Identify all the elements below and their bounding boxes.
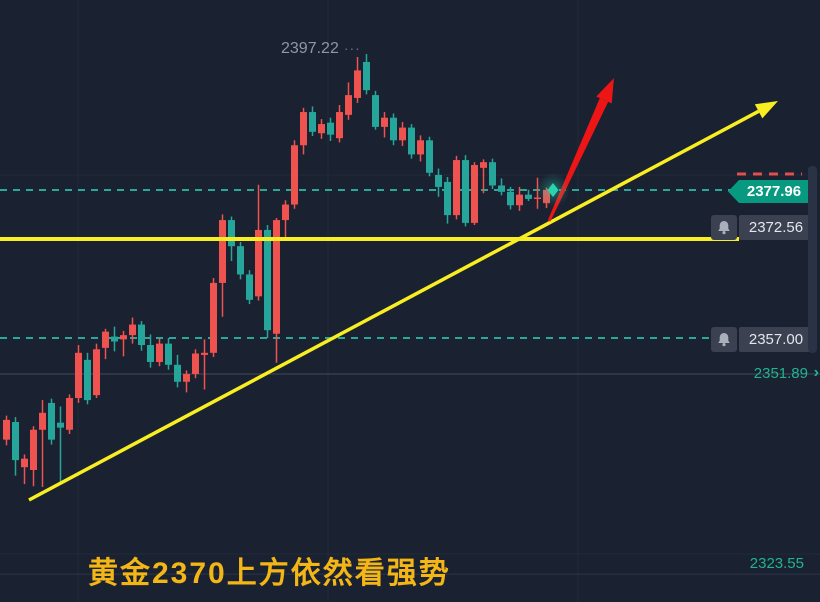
price-scale-scrollbar[interactable]	[808, 166, 817, 353]
candle-body	[426, 140, 433, 173]
current-price-marker	[547, 183, 559, 197]
candle-body	[480, 162, 487, 168]
candle-body	[525, 194, 532, 199]
alert-bell-button[interactable]	[711, 327, 737, 352]
candle-body	[147, 345, 154, 362]
alert-price-label[interactable]: 2372.56	[739, 215, 813, 240]
candle-body	[327, 122, 334, 135]
candle-body	[165, 343, 172, 365]
candle-body	[255, 229, 262, 297]
candle-body	[228, 220, 235, 247]
bell-icon	[718, 333, 730, 347]
candle-body	[138, 324, 145, 346]
candle-body	[129, 324, 136, 336]
candle-body	[453, 160, 460, 216]
candle-body	[408, 127, 415, 155]
candle-body	[417, 140, 424, 155]
candle-body	[345, 95, 352, 115]
session-high-label: 2397.22 ···	[281, 40, 361, 58]
candle-body	[354, 70, 361, 98]
candle-body	[66, 397, 73, 430]
candle-body	[237, 246, 244, 275]
candle-body	[264, 229, 271, 331]
candle-body	[12, 421, 19, 461]
candle-body	[489, 162, 496, 186]
candle-body	[93, 349, 100, 396]
candle-body	[30, 429, 37, 470]
candle-body	[534, 197, 541, 199]
price-alert-2372: 2372.56	[711, 215, 813, 240]
candle-body	[174, 364, 181, 382]
candle-body	[273, 220, 280, 334]
candle-body	[48, 402, 55, 440]
price-alert-2357: 2357.00	[711, 327, 813, 352]
candle-body	[381, 117, 388, 127]
candle-body	[291, 145, 298, 205]
candle-body	[102, 331, 109, 348]
candle-body	[363, 61, 370, 91]
alert-bell-button[interactable]	[711, 215, 737, 240]
candle-body	[498, 185, 505, 192]
candle-body	[3, 419, 10, 440]
candle-body	[210, 282, 217, 353]
candle-body	[309, 112, 316, 132]
candle-body	[372, 95, 379, 127]
analyst-annotation-text: 黄金2370上方依然看强势	[88, 557, 451, 590]
high-label-dots: ···	[343, 40, 361, 56]
candle-body	[201, 352, 208, 355]
candle-body	[21, 458, 28, 468]
candle-body	[390, 117, 397, 141]
candle-body	[111, 336, 118, 342]
candle-body	[192, 353, 199, 374]
candle-body	[75, 352, 82, 398]
candle-body	[300, 112, 307, 146]
candle-body	[516, 194, 523, 206]
candle-body	[156, 343, 163, 362]
candle-body	[462, 160, 469, 223]
candle-body	[336, 112, 343, 139]
session-high-value: 2397.22	[281, 40, 339, 57]
candle-body	[507, 191, 514, 206]
candle-body	[219, 220, 226, 283]
candle-body	[318, 124, 325, 134]
candle-body	[435, 174, 442, 187]
price-level-label-2323: 2323.55	[749, 555, 804, 572]
candle-body	[282, 204, 289, 221]
candle-body	[444, 181, 451, 216]
current-price-badge: 2377.96	[728, 180, 814, 203]
candle-body	[183, 373, 190, 382]
alert-price-label[interactable]: 2357.00	[739, 327, 813, 352]
candle-body	[246, 274, 253, 300]
candle-body	[39, 412, 46, 430]
candle-body	[84, 359, 91, 401]
bell-icon	[718, 221, 730, 235]
candle-body	[57, 422, 64, 428]
candle-body	[399, 127, 406, 141]
candle-body	[120, 335, 127, 340]
price-line-chevron-button[interactable]: ›	[813, 364, 819, 381]
price-level-label-2351: 2351.89	[753, 365, 808, 382]
candle-body	[471, 165, 478, 223]
